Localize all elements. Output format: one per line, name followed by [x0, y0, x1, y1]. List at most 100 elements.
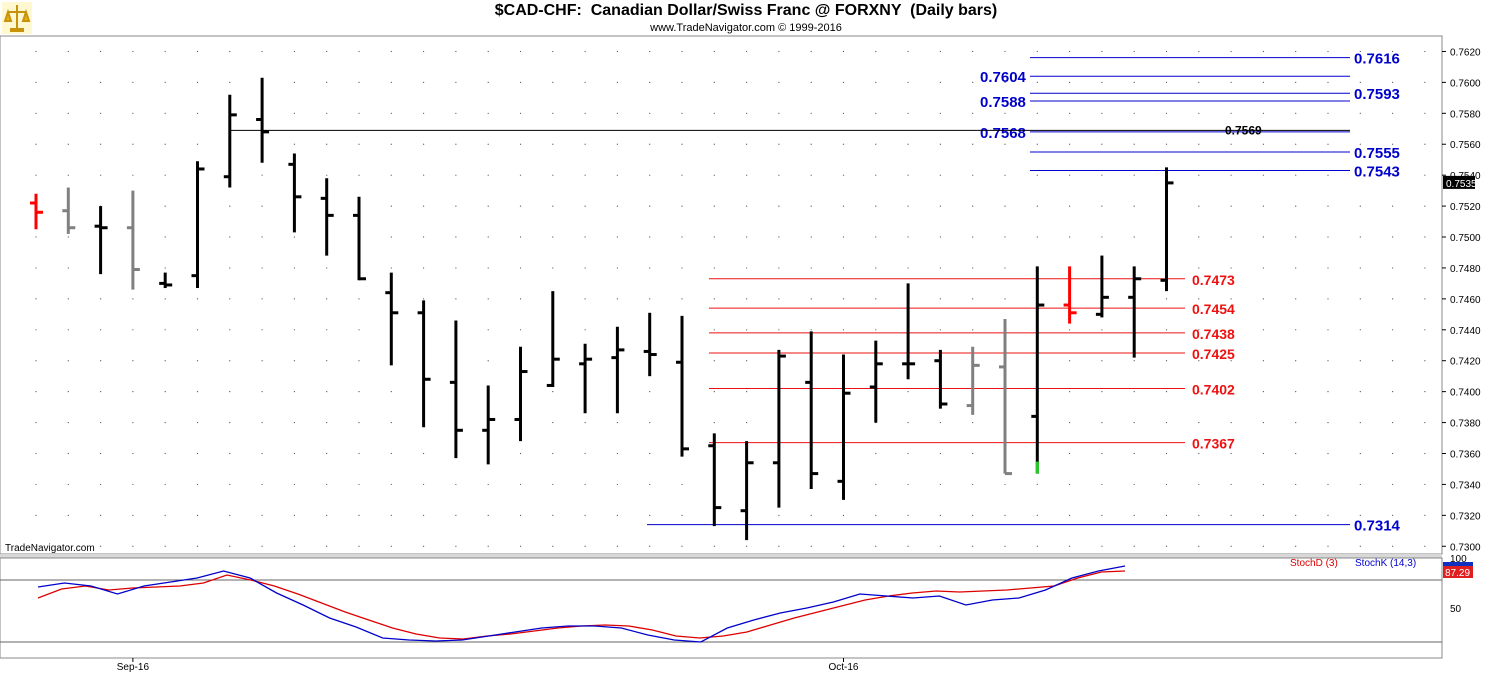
ohlc-bar: [449, 320, 463, 459]
grid-dot: [1165, 143, 1168, 145]
grid-dot: [1392, 298, 1394, 300]
grid-dot: [1198, 112, 1200, 114]
grid-dot: [649, 174, 651, 176]
grid-dot: [229, 81, 231, 83]
grid-dot: [293, 267, 295, 269]
grid-dot: [35, 143, 37, 145]
grid-dot: [164, 391, 166, 393]
grid-dot: [1101, 236, 1103, 238]
grid-dot: [164, 143, 166, 145]
grid-dot: [584, 81, 586, 83]
grid-dot: [100, 112, 102, 114]
grid-dot: [1101, 360, 1103, 362]
grid-dot: [487, 50, 489, 53]
grid-dot: [875, 298, 877, 300]
grid-dot: [1069, 174, 1071, 176]
ohlc-bar: [740, 441, 754, 541]
grid-dot: [1327, 514, 1329, 516]
grid-dot: [132, 452, 134, 455]
grid-dot: [1230, 81, 1232, 83]
grid-dot: [293, 360, 295, 362]
grid-dot: [390, 421, 392, 424]
grid-dot: [1004, 298, 1006, 300]
grid-dot: [326, 50, 328, 53]
grid-dot: [1359, 298, 1361, 300]
grid-dot: [196, 81, 199, 83]
grid-dot: [810, 81, 812, 83]
grid-dot: [842, 267, 845, 269]
grid-dot: [1036, 483, 1038, 486]
stoch-tick-label: 50: [1450, 604, 1462, 615]
grid-dot: [35, 391, 37, 393]
grid-dot: [1069, 514, 1071, 516]
grid-dot: [746, 143, 748, 145]
grid-dot: [326, 112, 328, 114]
grid-dot: [875, 483, 877, 486]
grid-dot: [1198, 205, 1200, 207]
grid-dot: [616, 50, 619, 53]
grid-dot: [907, 483, 909, 486]
grid-dot: [519, 112, 522, 114]
grid-dot: [164, 421, 166, 424]
grid-dot: [1004, 483, 1006, 486]
grid-dot: [746, 236, 748, 238]
grid-dot: [423, 514, 425, 516]
grid-dot: [1262, 514, 1264, 516]
grid-dot: [1295, 329, 1297, 331]
grid-dot: [196, 143, 199, 145]
grid-dot: [1165, 329, 1168, 331]
grid-dot: [164, 174, 166, 176]
grid-dot: [164, 298, 166, 300]
grid-dot: [713, 81, 715, 83]
grid-dot: [164, 514, 166, 516]
grid-dot: [1295, 267, 1297, 269]
grid-dot: [713, 174, 715, 176]
grid-dot: [229, 205, 231, 207]
grid-dot: [1133, 112, 1135, 114]
grid-dot: [842, 545, 845, 547]
price-tick-label: 0.7420: [1450, 357, 1481, 368]
grid-dot: [1424, 174, 1426, 176]
grid-dot: [1359, 514, 1361, 516]
grid-dot: [358, 50, 360, 53]
grid-dot: [293, 112, 295, 114]
ohlc-bar: [288, 153, 302, 233]
grid-dot: [1133, 81, 1135, 83]
price-tick-label: 0.7580: [1450, 109, 1481, 120]
grid-dot: [584, 205, 586, 207]
grid-dot: [1392, 483, 1394, 486]
grid-dot: [1262, 545, 1264, 547]
grid-dot: [1262, 329, 1264, 331]
grid-dot: [1165, 112, 1168, 114]
grid-dot: [1198, 298, 1200, 300]
ohlc-bar: [966, 346, 980, 415]
grid-dot: [1424, 360, 1426, 362]
grid-dot: [1101, 174, 1103, 176]
grid-dot: [1327, 391, 1329, 393]
trade-navigator-logo: [2, 2, 32, 34]
grid-dot: [229, 483, 231, 486]
grid-dot: [1230, 205, 1232, 207]
grid-dot: [1133, 421, 1135, 424]
grid-dot: [1262, 205, 1264, 207]
stoch-last-value-label: 87.29: [1445, 568, 1470, 579]
grid-dot: [293, 50, 295, 53]
grid-dot: [1004, 143, 1006, 145]
grid-dot: [132, 81, 134, 83]
grid-dot: [293, 391, 295, 393]
grid-dot: [907, 236, 909, 238]
grid-dot: [1295, 205, 1297, 207]
grid-dot: [487, 112, 489, 114]
grid-dot: [164, 112, 166, 114]
grid-dot: [1262, 81, 1264, 83]
grid-dot: [778, 81, 780, 83]
grid-dot: [875, 329, 877, 331]
grid-dot: [907, 391, 909, 393]
grid-dot: [1295, 50, 1297, 53]
grid-dot: [972, 205, 974, 207]
grid-dot: [196, 50, 199, 53]
grid-dot: [455, 112, 457, 114]
grid-dot: [1101, 452, 1103, 455]
grid-dot: [616, 545, 619, 547]
